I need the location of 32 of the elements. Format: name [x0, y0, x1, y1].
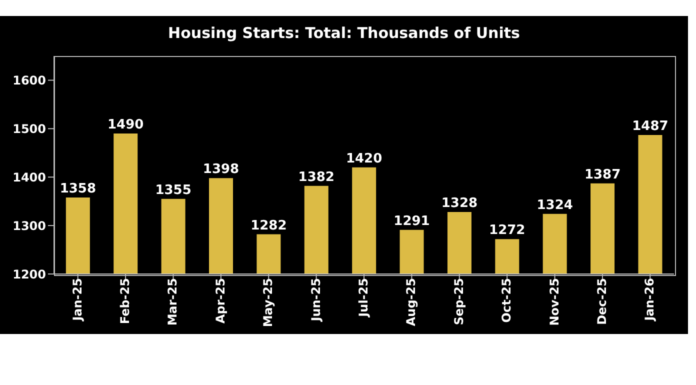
x-tick-label: Aug-25 — [404, 278, 418, 326]
data-label: 1324 — [536, 198, 573, 213]
x-tick-label: Jan-25 — [70, 278, 84, 322]
x-tick-label: Jul-25 — [356, 278, 371, 318]
data-label: 1291 — [394, 214, 430, 229]
x-tick-label: Nov-25 — [547, 278, 562, 326]
y-tick-label: 1600 — [12, 73, 46, 88]
data-label: 1358 — [60, 181, 96, 196]
x-tick-label: Sep-25 — [452, 278, 466, 326]
data-label: 1382 — [298, 170, 334, 185]
x-tick-label: Dec-25 — [594, 278, 609, 325]
x-tick-label: Feb-25 — [118, 278, 132, 324]
x-tick-label: May-25 — [261, 278, 276, 328]
data-label: 1272 — [489, 223, 526, 238]
data-label: 1355 — [155, 182, 192, 198]
y-tick-label: 1200 — [12, 267, 46, 282]
x-tick-label: Jan-26 — [642, 278, 657, 322]
data-label: 1387 — [584, 167, 621, 182]
y-tick-label: 1500 — [12, 122, 46, 136]
data-label: 1398 — [202, 162, 240, 178]
chart-title: Housing Starts: Total: Thousands of Units — [167, 23, 521, 44]
data-label: 1487 — [632, 118, 668, 134]
data-label: 1490 — [108, 118, 144, 133]
data-label: 1420 — [346, 151, 382, 166]
x-tick-label: Mar-25 — [166, 278, 180, 326]
data-label: 1282 — [250, 218, 287, 234]
x-tick-label: Apr-25 — [213, 278, 228, 324]
x-tick-label: Jun-25 — [308, 278, 323, 322]
y-tick-label: 1400 — [12, 170, 46, 184]
x-tick-label: Oct-25 — [500, 278, 514, 323]
data-label: 1328 — [441, 196, 478, 211]
y-tick-label: 1300 — [12, 218, 46, 233]
